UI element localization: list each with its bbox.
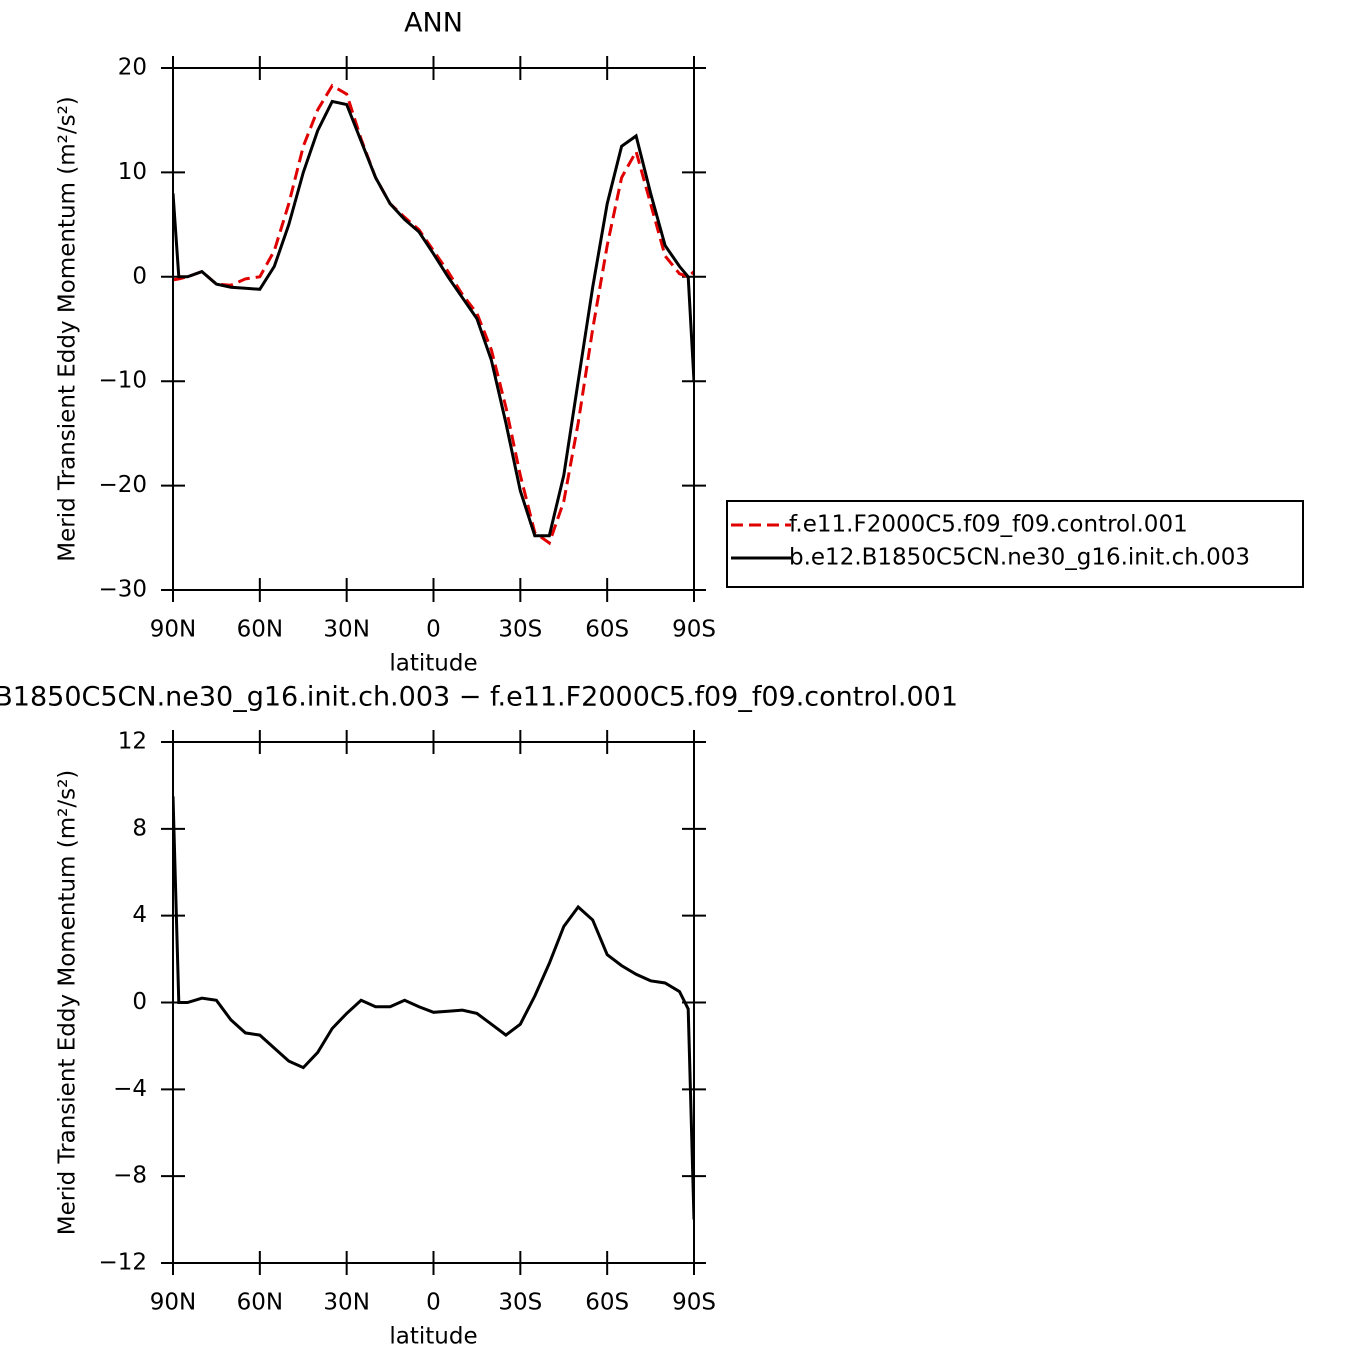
legend-label: f.e11.F2000C5.f09_f09.control.001 [789, 512, 1188, 538]
x-tick-label: 60N [237, 617, 283, 643]
x-tick-label: 60S [585, 1290, 629, 1316]
y-tick-label: 0 [132, 989, 147, 1015]
x-tick-label: 30N [323, 617, 369, 643]
x-tick-label: 90N [150, 1290, 196, 1316]
y-tick-label: 20 [118, 55, 147, 81]
x-tick-label: 0 [426, 1290, 441, 1316]
y-tick-label: 12 [118, 729, 147, 755]
plot-frame [172, 741, 695, 1264]
y-tick-label: 4 [132, 902, 147, 928]
x-tick-label: 30N [323, 1290, 369, 1316]
y-tick-label: −8 [113, 1163, 147, 1189]
chart-title: ANN [404, 8, 463, 39]
y-tick-label: −12 [98, 1250, 147, 1276]
x-tick-label: 30S [498, 1290, 542, 1316]
y-tick-label: −10 [98, 368, 147, 394]
y-axis-label: Merid Transient Eddy Momentum (m²/s²) [55, 770, 81, 1236]
legend-box [726, 500, 1304, 588]
x-tick-label: 90N [150, 617, 196, 643]
y-tick-label: −20 [98, 472, 147, 498]
x-tick-label: 90S [672, 617, 716, 643]
y-tick-label: −30 [98, 577, 147, 603]
series-line [173, 83, 694, 546]
series-line [173, 99, 694, 538]
y-tick-label: 10 [118, 159, 147, 185]
x-tick-label: 60N [237, 1290, 283, 1316]
x-tick-label: 90S [672, 1290, 716, 1316]
x-axis-label: latitude [389, 1324, 477, 1350]
chart-title: b.e12.B1850C5CN.ne30_g16.init.ch.003 − f… [0, 682, 958, 713]
x-tick-label: 30S [498, 617, 542, 643]
y-tick-label: 0 [132, 263, 147, 289]
x-axis-label: latitude [389, 651, 477, 677]
x-tick-label: 0 [426, 617, 441, 643]
y-axis-label: Merid Transient Eddy Momentum (m²/s²) [55, 96, 81, 562]
y-tick-label: −4 [113, 1076, 147, 1102]
legend-label: b.e12.B1850C5CN.ne30_g16.init.ch.003 [789, 545, 1250, 571]
y-tick-label: 8 [132, 815, 147, 841]
series-line [173, 796, 694, 1220]
plot-frame [172, 67, 695, 591]
x-tick-label: 60S [585, 617, 629, 643]
